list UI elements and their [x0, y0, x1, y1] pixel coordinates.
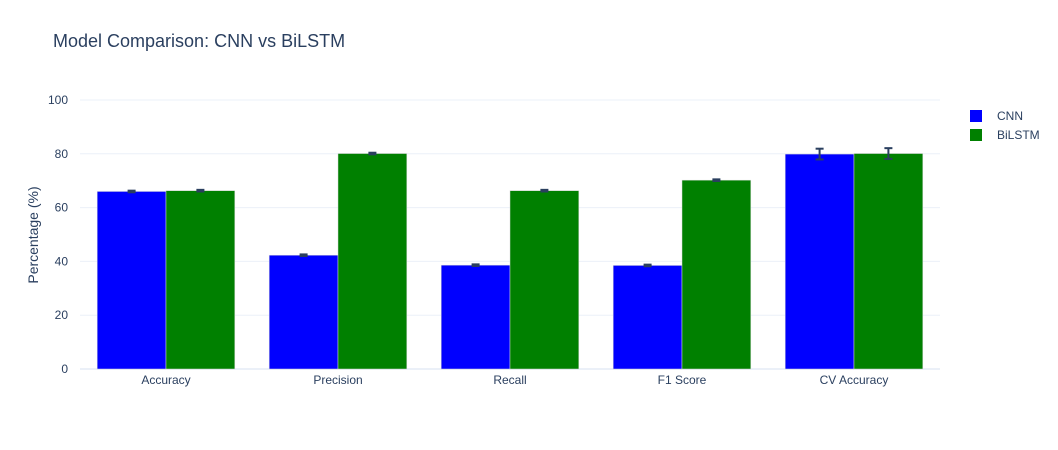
error-bars [127, 147, 893, 268]
bar-bilstm-accuracy[interactable] [165, 190, 236, 370]
x-tick-label: CV Accuracy [820, 373, 889, 387]
y-axis-ticks: 0 20 40 60 80 100 [48, 93, 68, 376]
bar-cnn-f1-score[interactable] [612, 265, 683, 370]
bars [96, 153, 924, 370]
error-bar [712, 178, 721, 182]
error-bar [540, 188, 549, 193]
bar-bilstm-recall[interactable] [509, 190, 580, 370]
error-bar [471, 263, 480, 267]
chart-title: Model Comparison: CNN vs BiLSTM [53, 31, 346, 51]
bar-bilstm-cv-accuracy[interactable] [853, 153, 924, 370]
error-bar [643, 263, 652, 268]
y-tick-label: 40 [55, 254, 69, 268]
x-tick-label: Accuracy [141, 373, 190, 387]
error-bar [299, 253, 308, 258]
y-tick-label: 60 [55, 201, 69, 215]
legend[interactable]: CNN BiLSTM [970, 106, 1040, 144]
y-tick-label: 100 [48, 93, 68, 107]
x-tick-label: Recall [493, 373, 526, 387]
x-tick-label: F1 Score [658, 373, 707, 387]
x-tick-label: Precision [313, 373, 362, 387]
legend-swatch-bilstm [970, 128, 982, 141]
error-bar [815, 147, 824, 161]
x-axis-ticks: Accuracy Precision Recall F1 Score CV Accura… [141, 373, 888, 387]
bar-cnn-accuracy[interactable] [96, 191, 167, 370]
bar-bilstm-precision[interactable] [337, 153, 408, 370]
legend-label-cnn: CNN [997, 108, 1023, 123]
legend-swatch-cnn [970, 109, 982, 122]
error-bar [368, 151, 377, 156]
y-tick-label: 80 [55, 147, 69, 161]
bar-cnn-precision[interactable] [268, 254, 339, 370]
bar-cnn-recall[interactable] [440, 264, 511, 370]
legend-item-cnn[interactable]: CNN [970, 106, 1040, 125]
y-tick-label: 0 [61, 362, 68, 376]
error-bar [884, 147, 893, 160]
y-tick-label: 20 [55, 308, 69, 322]
bar-bilstm-f1-score[interactable] [681, 179, 752, 370]
bar-cnn-cv-accuracy[interactable] [784, 153, 855, 370]
legend-label-bilstm: BiLSTM [997, 127, 1040, 142]
legend-item-bilstm[interactable]: BiLSTM [970, 125, 1040, 144]
y-axis-label: Percentage (%) [25, 186, 41, 283]
error-bar [196, 188, 205, 193]
error-bar [127, 189, 136, 194]
